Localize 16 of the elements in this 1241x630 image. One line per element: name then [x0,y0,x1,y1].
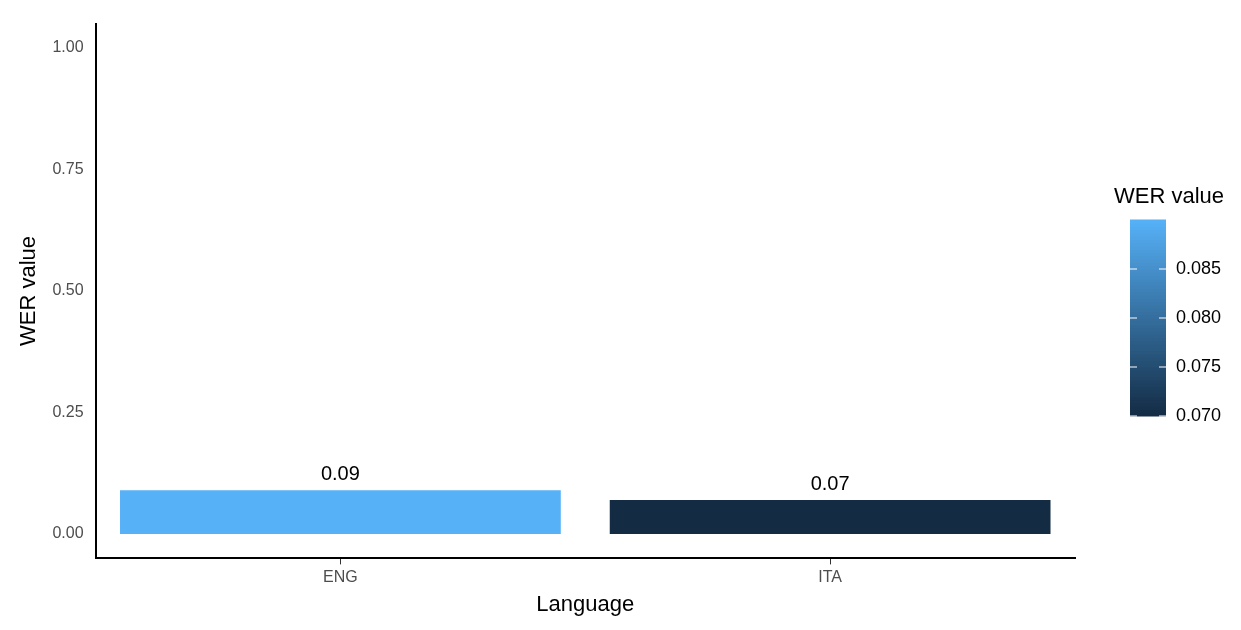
color-bar-label: 0.070 [1176,404,1222,425]
color-bar-title: WER value [1114,183,1225,208]
y-tick-label: 1.00 [52,38,84,56]
color-bar-label: 0.085 [1176,257,1222,278]
y-tick-label: 0.50 [52,281,84,299]
y-axis-title: WER value [15,235,41,347]
x-tick-label: ENG [323,568,358,586]
color-bar-label: 0.075 [1176,355,1222,376]
color-bar-label: 0.080 [1176,306,1222,327]
data-label: 0.07 [810,471,850,494]
y-tick-label: 0.25 [52,402,84,420]
y-tick-label: 0.00 [52,524,84,542]
data-label: 0.09 [320,461,360,484]
x-tick-label: ITA [818,568,843,586]
x-axis-title: Language [536,590,635,616]
y-tick-label: 0.75 [52,159,84,177]
